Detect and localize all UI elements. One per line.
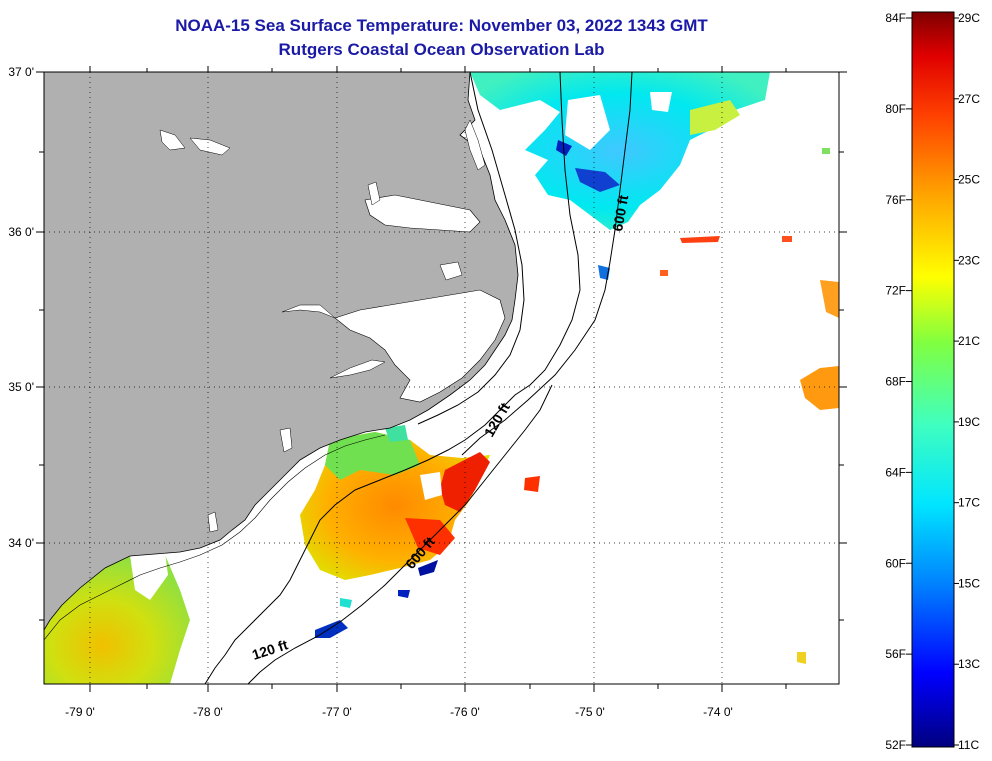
- colorbar-c-label: 25C: [958, 173, 980, 187]
- lon-tick-labels: -79 0' -78 0' -77 0' -76 0' -75 0' -74 0…: [65, 705, 733, 719]
- contour-shelf-inner: [44, 434, 386, 641]
- colorbar-c-label: 21C: [958, 334, 980, 348]
- colorbar: 84F 80F 76F 72F 68F 64F 60F 56F 52F 29C 27C 25C 23C…: [885, 11, 980, 752]
- sst-speck-east-red2: [782, 236, 792, 242]
- sst-patch-central-blue: [418, 560, 438, 576]
- cape-fear-inlet: [207, 511, 219, 533]
- contour-600ft-south-line: [247, 384, 553, 684]
- colorbar-f-label: 52F: [885, 738, 906, 752]
- colorbar-gradient: [911, 11, 955, 748]
- colorbar-c-label: 13C: [958, 657, 980, 671]
- colorbar-c-label: 19C: [958, 415, 980, 429]
- grid-lines: [44, 72, 839, 684]
- colorbar-c-label: 17C: [958, 496, 980, 510]
- chowan-river: [367, 181, 381, 206]
- plot-frame: [43, 71, 840, 685]
- cloud-hole-central: [420, 472, 442, 500]
- lake-gaston: [189, 137, 231, 156]
- sst-data-layer: [44, 72, 839, 684]
- sst-patch-central-green: [325, 432, 420, 480]
- map-title: NOAA-15 Sea Surface Temperature: Novembe…: [175, 16, 708, 35]
- lon-label-74: -74 0': [703, 705, 733, 719]
- colorbar-fahrenheit-labels: 84F 80F 76F 72F 68F 64F 60F 56F 52F: [885, 11, 912, 752]
- map-subtitle: Rutgers Coastal Ocean Observation Lab: [278, 40, 605, 59]
- colorbar-f-label: 64F: [885, 465, 906, 479]
- lat-tick-labels: 37 0' 36 0' 35 0' 34 0': [8, 65, 34, 550]
- sst-speck-yellow-se: [797, 652, 806, 664]
- sst-speck-sound-cyan: [385, 425, 408, 442]
- colorbar-f-label: 72F: [885, 284, 906, 298]
- lat-label-36: 36 0': [8, 225, 34, 239]
- sst-speck-green-ne: [822, 148, 830, 154]
- river-tar: [281, 304, 336, 319]
- albemarle-sound: [364, 194, 481, 233]
- lat-label-35: 35 0': [8, 380, 34, 394]
- river-neuse: [329, 359, 386, 379]
- sst-speck-east-red: [680, 236, 720, 243]
- lon-label-79: -79 0': [65, 705, 95, 719]
- contour-600ft-north-line: [461, 72, 633, 456]
- land-layer: [44, 72, 519, 631]
- lon-label-77: -77 0': [322, 705, 352, 719]
- sst-patch-north-blue: [575, 168, 620, 192]
- colorbar-f-label: 60F: [885, 556, 906, 570]
- sst-speck-central-blue: [398, 590, 410, 598]
- colorbar-f-label: 84F: [885, 11, 906, 25]
- colorbar-c-label: 23C: [958, 253, 980, 267]
- lon-label-78: -78 0': [193, 705, 223, 719]
- lon-label-75: -75 0': [575, 705, 605, 719]
- outer-banks-coastline: [417, 72, 525, 425]
- colorbar-c-label: 11C: [958, 738, 979, 752]
- colorbar-celsius-labels: 29C 27C 25C 23C 21C 19C 17C 15C 13C 11C: [954, 11, 980, 752]
- currituck-sound: [464, 119, 486, 171]
- lake-mattamuskeet: [439, 261, 463, 281]
- colorbar-f-label: 68F: [885, 375, 906, 389]
- cloud-hole-north: [565, 95, 610, 150]
- contour-label-600ft-north: 600 ft: [609, 193, 631, 232]
- kerr-lake: [159, 129, 186, 151]
- colorbar-f-label: 80F: [885, 102, 906, 116]
- colorbar-c-label: 29C: [958, 11, 980, 25]
- sst-patch-east-orange: [800, 366, 839, 410]
- sst-patch-east-orange2: [820, 280, 839, 318]
- colorbar-f-label: 76F: [885, 193, 906, 207]
- cape-fear-river: [279, 427, 293, 453]
- lat-label-37: 37 0': [8, 65, 34, 79]
- contour-120ft-line: [204, 72, 581, 684]
- colorbar-c-label: 15C: [958, 576, 980, 590]
- colorbar-f-label: 56F: [885, 647, 906, 661]
- pamlico-sound: [334, 289, 506, 403]
- sst-speck-east-red3: [660, 270, 668, 276]
- sst-speck-central-red: [524, 476, 540, 492]
- frame-ticks: [36, 66, 847, 692]
- sst-patch-north-yellow: [690, 100, 740, 135]
- cloud-hole-southwest: [130, 552, 168, 600]
- sst-patch-south-blue: [315, 620, 348, 638]
- colorbar-c-label: 27C: [958, 92, 980, 106]
- lat-label-34: 34 0': [8, 536, 34, 550]
- sst-speck-south-cyan: [340, 598, 352, 608]
- cloud-hole-north2: [650, 92, 672, 112]
- lon-label-76: -76 0': [450, 705, 480, 719]
